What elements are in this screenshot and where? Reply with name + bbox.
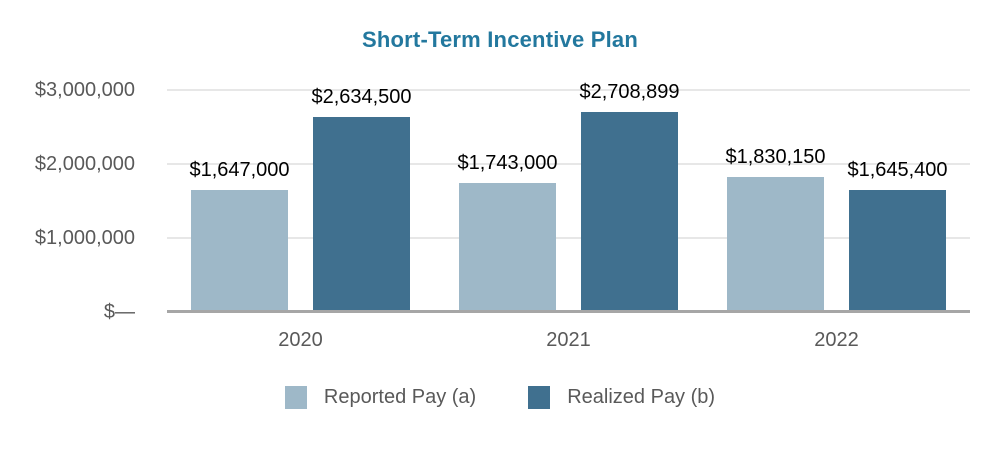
bar-value-label: $2,708,899 [579,81,680,103]
gridline [167,163,970,165]
bar-value-label: $1,743,000 [457,152,558,174]
legend: Reported Pay (a) Realized Pay (b) [0,386,1000,409]
x-axis: 2020 2021 2022 [167,329,970,352]
y-axis: $— $1,000,000 $2,000,000 $3,000,000 [0,79,135,323]
bar [459,183,556,312]
y-tick-label: $1,000,000 [34,227,135,249]
bar-value-label: $1,645,400 [847,159,948,181]
y-tick-label: $3,000,000 [34,79,135,101]
bar-value-label: $1,647,000 [189,159,290,181]
grid-layer [167,89,970,312]
gridline [167,237,970,239]
bar-groups: $1,647,000 $2,634,500 $1,743,000 $2,708,899… [167,81,970,312]
x-axis-label: 2020 [278,329,323,351]
bar [849,190,946,312]
bar-cell: $2,708,899 [579,81,680,312]
bar-value-label: $2,634,500 [311,86,412,108]
y-tick-label: $— [103,301,135,323]
bar-cell: $1,743,000 [457,152,558,312]
bar-value-label: $1,830,150 [725,146,826,168]
x-axis-label: 2022 [814,329,859,351]
bar-cell: $1,645,400 [847,159,948,312]
bar [581,112,678,312]
gridline [167,89,970,91]
bar [313,117,410,312]
legend-swatch [284,386,307,409]
chart-title: Short-Term Incentive Plan [362,27,638,52]
legend-label: Reported Pay (a) [323,386,477,408]
x-axis-line [167,310,970,313]
bar-group-2022: $1,830,150 $1,645,400 [725,146,948,312]
bar-cell: $1,830,150 [725,146,826,312]
legend-item[interactable]: Realized Pay (b) [528,386,715,409]
legend-swatch [528,386,551,409]
legend-item[interactable]: Reported Pay (a) [284,386,477,409]
bar-cell: $1,647,000 [189,159,290,312]
y-tick-label: $2,000,000 [34,153,135,175]
legend-label: Realized Pay (b) [567,386,716,408]
bar-group-2020: $1,647,000 $2,634,500 [189,86,412,312]
x-axis-label: 2021 [546,329,591,351]
bar-group-2021: $1,743,000 $2,708,899 [457,81,680,312]
bar-cell: $2,634,500 [311,86,412,312]
plot-area: $1,647,000 $2,634,500 $1,743,000 $2,708,899… [167,81,970,313]
bar [191,190,288,312]
bar [727,177,824,312]
